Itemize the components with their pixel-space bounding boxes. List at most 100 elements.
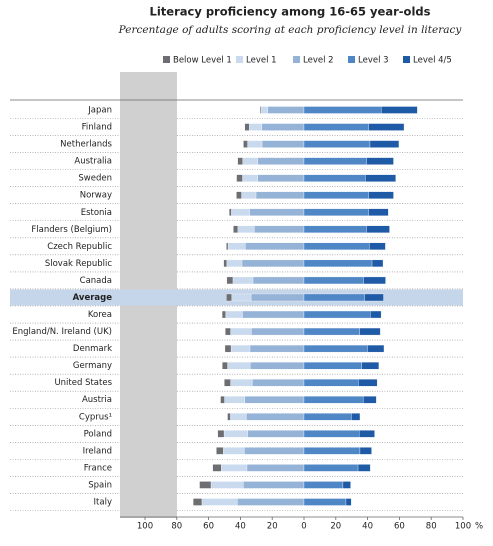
- bar-segment: [303, 140, 371, 148]
- category-label: Flanders (Belgium): [31, 225, 112, 235]
- category-label: Czech Republic: [47, 242, 112, 252]
- bar-segment: [242, 157, 258, 165]
- bar-segment: [359, 447, 372, 455]
- bar-segment: [303, 344, 368, 353]
- bar-segment: [241, 259, 305, 268]
- bar-segment: [368, 208, 389, 216]
- chart-title: Literacy proficiency among 16-65 year-ol…: [150, 5, 431, 19]
- x-tick-label: 100: [137, 522, 153, 532]
- legend-label: Level 4/5: [413, 56, 452, 66]
- bar-segment: [303, 293, 365, 302]
- bar-segment: [364, 293, 384, 302]
- bar-segment: [229, 208, 232, 216]
- bar-segment: [365, 174, 396, 182]
- bar-segment: [303, 208, 369, 216]
- bar-segment: [303, 259, 373, 268]
- bar-segment: [201, 498, 238, 506]
- bar-segment: [230, 327, 252, 336]
- bar-segment: [303, 413, 352, 421]
- bar-segment: [227, 413, 231, 421]
- bar-segment: [226, 293, 232, 302]
- category-label: United States: [54, 378, 112, 388]
- bar-segment: [244, 123, 250, 131]
- bar-segment: [247, 430, 305, 438]
- x-tick-label: 40: [362, 522, 373, 532]
- bar-segment: [303, 362, 363, 370]
- bar-segment: [226, 242, 229, 250]
- bar-segment: [249, 208, 305, 216]
- bar-segment: [357, 464, 371, 472]
- legend-swatch: [236, 56, 243, 63]
- bar-segment: [231, 208, 250, 216]
- bar-segment: [366, 225, 390, 233]
- bar-segment: [212, 464, 222, 472]
- category-label: Estonia: [81, 208, 112, 218]
- bar-segment: [366, 157, 394, 165]
- category-label: Netherlands: [60, 140, 112, 150]
- bar-segment: [369, 140, 400, 148]
- legend-swatch: [403, 56, 410, 63]
- bar-segment: [267, 106, 305, 114]
- bar-segment: [368, 191, 394, 199]
- category-label: Slovak Republic: [45, 259, 112, 269]
- bar-segment: [257, 174, 305, 182]
- bar-segment: [224, 396, 246, 404]
- legend-label: Level 2: [303, 56, 334, 66]
- bar-segment: [252, 379, 305, 387]
- bar-segment: [303, 327, 360, 336]
- bar-segment: [303, 498, 347, 506]
- category-label: Norway: [80, 191, 112, 201]
- bar-segment: [259, 106, 262, 114]
- bar-segment: [216, 447, 224, 455]
- category-label: Denmark: [73, 344, 112, 354]
- bar-segment: [342, 481, 351, 489]
- category-label: Finland: [82, 123, 112, 133]
- category-label: Sweden: [78, 174, 112, 184]
- bar-segment: [242, 174, 258, 182]
- bar-segment: [222, 362, 228, 370]
- bar-segment: [223, 447, 245, 455]
- x-tick-label: 100: [455, 522, 471, 532]
- bar-segment: [351, 413, 361, 421]
- legend-swatch: [293, 56, 300, 63]
- category-label: England/N. Ireland (UK): [12, 327, 112, 337]
- bar-segment: [363, 396, 377, 404]
- bar-segment: [226, 259, 243, 268]
- bar-segment: [252, 276, 305, 285]
- category-label: Poland: [84, 429, 112, 439]
- bar-segment: [303, 447, 361, 455]
- bar-segment: [381, 106, 418, 114]
- bar-segment: [371, 259, 384, 268]
- bar-segment: [243, 140, 248, 148]
- legend-label: Level 3: [358, 56, 389, 66]
- bar-segment: [359, 327, 381, 336]
- bar-segment: [254, 225, 305, 233]
- bar-segment: [223, 259, 227, 268]
- legend-label: Below Level 1: [173, 56, 232, 66]
- x-tick-label: 0: [301, 522, 306, 532]
- bar-segment: [244, 396, 305, 404]
- category-label: Japan: [87, 106, 112, 116]
- bar-segment: [303, 157, 367, 165]
- bar-segment: [303, 276, 364, 285]
- category-label: Korea: [88, 310, 112, 320]
- category-label: Germany: [73, 361, 112, 371]
- bar-segment: [221, 464, 248, 472]
- bar-segment: [199, 481, 212, 489]
- bar-segment: [250, 293, 305, 302]
- bar-segment: [225, 327, 231, 336]
- bar-segment: [303, 123, 369, 131]
- category-label: Average: [73, 293, 113, 303]
- x-tick-label: 20: [330, 522, 341, 532]
- bar-segment: [249, 344, 305, 353]
- x-tick-label: 20: [267, 522, 278, 532]
- category-label: Ireland: [83, 446, 112, 456]
- category-label: Canada: [80, 276, 112, 286]
- bar-segment: [224, 344, 232, 353]
- bar-segment: [303, 106, 382, 114]
- bar-segment: [370, 310, 382, 319]
- bar-segment: [246, 413, 305, 421]
- bar-segment: [241, 191, 257, 199]
- bar-segment: [225, 310, 243, 319]
- bar-segment: [242, 310, 305, 319]
